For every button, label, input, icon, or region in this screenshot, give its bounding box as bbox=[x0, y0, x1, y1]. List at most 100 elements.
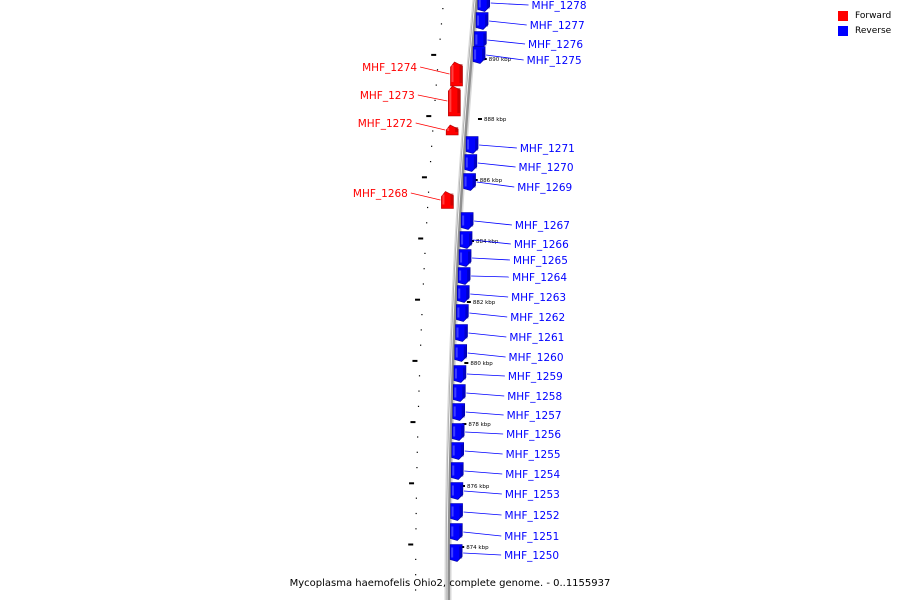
gene-mhf-1275[interactable] bbox=[472, 46, 486, 64]
gene-label[interactable]: MHF_1263 bbox=[511, 292, 566, 304]
gene-mhf-1268[interactable] bbox=[441, 191, 454, 209]
gene-mhf-1277[interactable] bbox=[475, 12, 489, 30]
gene-label[interactable]: MHF_1276 bbox=[528, 39, 583, 51]
gene-label[interactable]: MHF_1262 bbox=[510, 312, 565, 324]
gene-mhf-1267[interactable] bbox=[460, 212, 474, 230]
gene-label[interactable]: MHF_1255 bbox=[506, 449, 561, 461]
gene-mhf-1254[interactable] bbox=[450, 462, 464, 480]
gene-mhf-1262[interactable] bbox=[456, 304, 469, 322]
gene-arrow-highlight bbox=[467, 139, 470, 150]
gene-mhf-1272[interactable] bbox=[445, 124, 459, 136]
gene-arrow-highlight bbox=[474, 49, 477, 60]
gene-label[interactable]: MHF_1274 bbox=[362, 62, 417, 74]
gene-leader-line bbox=[464, 450, 503, 455]
gene-mhf-1250[interactable] bbox=[449, 544, 463, 562]
gene-mhf-1263[interactable] bbox=[456, 285, 470, 303]
gene-label[interactable]: MHF_1271 bbox=[520, 143, 575, 155]
tick-label: 886 kbp bbox=[480, 178, 503, 184]
tick-minor bbox=[436, 69, 439, 71]
gene-mhf-1256[interactable] bbox=[451, 423, 465, 441]
gene-mhf-1258[interactable] bbox=[453, 384, 466, 402]
gene-label[interactable]: MHF_1259 bbox=[508, 371, 563, 383]
gene-mhf-1264[interactable] bbox=[457, 267, 471, 285]
gene-mhf-1278[interactable] bbox=[477, 0, 491, 12]
gene-label[interactable]: MHF_1252 bbox=[505, 510, 560, 522]
gene-label[interactable]: MHF_1260 bbox=[509, 352, 564, 364]
gene-mhf-1265[interactable] bbox=[458, 249, 472, 267]
tick-label-mark bbox=[477, 118, 482, 120]
gene-label[interactable]: MHF_1268 bbox=[353, 188, 408, 200]
gene-label[interactable]: MHF_1272 bbox=[358, 118, 413, 130]
gene-mhf-1251[interactable] bbox=[450, 523, 463, 541]
gene-label[interactable]: MHF_1251 bbox=[504, 531, 559, 543]
gene-mhf-1255[interactable] bbox=[451, 442, 464, 460]
gene-mhf-1257[interactable] bbox=[452, 403, 466, 421]
tick-label: 882 kbp bbox=[473, 300, 496, 306]
gene-label[interactable]: MHF_1253 bbox=[505, 489, 560, 501]
gene-mhf-1260[interactable] bbox=[454, 344, 468, 362]
gene-label[interactable]: MHF_1265 bbox=[513, 255, 568, 267]
gene-arrow-shade bbox=[450, 193, 454, 206]
gene-labels: MHF_1278 MHF_1277 MHF_1276 MHF_1275 MHF_1274… bbox=[353, 0, 587, 562]
gene-arrow-shade bbox=[462, 367, 466, 380]
gene-label[interactable]: MHF_1250 bbox=[504, 550, 559, 562]
gene-label[interactable]: MHF_1257 bbox=[507, 410, 562, 422]
gene-label[interactable]: MHF_1273 bbox=[360, 90, 415, 102]
gene-leader-line bbox=[463, 531, 502, 537]
gene-mhf-1252[interactable] bbox=[450, 503, 463, 521]
tick-minor bbox=[423, 268, 425, 270]
gene-label[interactable]: MHF_1256 bbox=[506, 429, 561, 441]
gene-mhf-1253[interactable] bbox=[450, 482, 464, 500]
gene-label[interactable]: MHF_1261 bbox=[509, 332, 564, 344]
forward-swatch bbox=[838, 10, 848, 21]
gene-label[interactable]: MHF_1258 bbox=[507, 391, 562, 403]
gene-leader-line bbox=[479, 144, 517, 149]
legend-item-reverse: Reverse bbox=[838, 23, 891, 38]
tick-minor bbox=[435, 84, 437, 86]
gene-label[interactable]: MHF_1266 bbox=[514, 239, 569, 251]
tick-marks: 890 kbp 888 kbp 886 kbp 884 kbp 882 kbp 880 k… bbox=[408, 8, 512, 591]
gene-leader-line bbox=[463, 490, 502, 495]
tick-minor bbox=[421, 314, 423, 316]
tick-label: 876 kbp bbox=[467, 484, 490, 490]
gene-mhf-1273[interactable] bbox=[448, 85, 461, 117]
gene-mhf-1270[interactable] bbox=[464, 154, 478, 172]
gene-arrow-shade bbox=[465, 306, 469, 319]
gene-label[interactable]: MHF_1264 bbox=[512, 272, 567, 284]
gene-label[interactable]: MHF_1267 bbox=[515, 220, 570, 232]
gene-label[interactable]: MHF_1254 bbox=[505, 469, 560, 481]
gene-mhf-1266[interactable] bbox=[459, 231, 473, 249]
gene-leader-line bbox=[469, 312, 508, 318]
gene-leader-line bbox=[468, 332, 507, 338]
gene-label[interactable]: MHF_1269 bbox=[517, 182, 572, 194]
tick-minor bbox=[432, 130, 434, 132]
gene-mhf-1271[interactable] bbox=[465, 136, 479, 154]
gene-label[interactable]: MHF_1270 bbox=[519, 162, 574, 174]
gene-arrow-highlight bbox=[459, 270, 462, 281]
gene-mhf-1259[interactable] bbox=[453, 365, 467, 383]
tick-label: 890 kbp bbox=[489, 57, 512, 63]
tick-label: 880 kbp bbox=[470, 361, 493, 367]
gene-mhf-1261[interactable] bbox=[455, 324, 468, 342]
tick-major bbox=[410, 421, 416, 424]
gene-label[interactable]: MHF_1277 bbox=[530, 20, 585, 32]
gene-mhf-1269[interactable] bbox=[463, 173, 476, 191]
gene-arrow-highlight bbox=[457, 307, 460, 318]
gene-leader-line bbox=[466, 392, 505, 397]
gene-arrow-shade bbox=[460, 444, 464, 457]
gene-label[interactable]: MHF_1275 bbox=[527, 55, 582, 67]
gene-arrow-highlight bbox=[454, 368, 457, 379]
gene-arrow-shade bbox=[483, 33, 487, 46]
gene-arrow-shade bbox=[461, 405, 465, 418]
tick-minor bbox=[416, 451, 418, 453]
tick-minor bbox=[429, 161, 432, 163]
gene-mhf-1274[interactable] bbox=[450, 61, 463, 87]
tick-minor bbox=[415, 528, 417, 530]
tick-minor bbox=[415, 512, 417, 515]
gene-leader-line bbox=[467, 352, 506, 358]
gene-arrow-shade bbox=[482, 48, 486, 61]
gene-mhf-1276[interactable] bbox=[474, 31, 487, 49]
gene-label[interactable]: MHF_1278 bbox=[532, 0, 587, 12]
gene-leader-line bbox=[474, 220, 512, 226]
